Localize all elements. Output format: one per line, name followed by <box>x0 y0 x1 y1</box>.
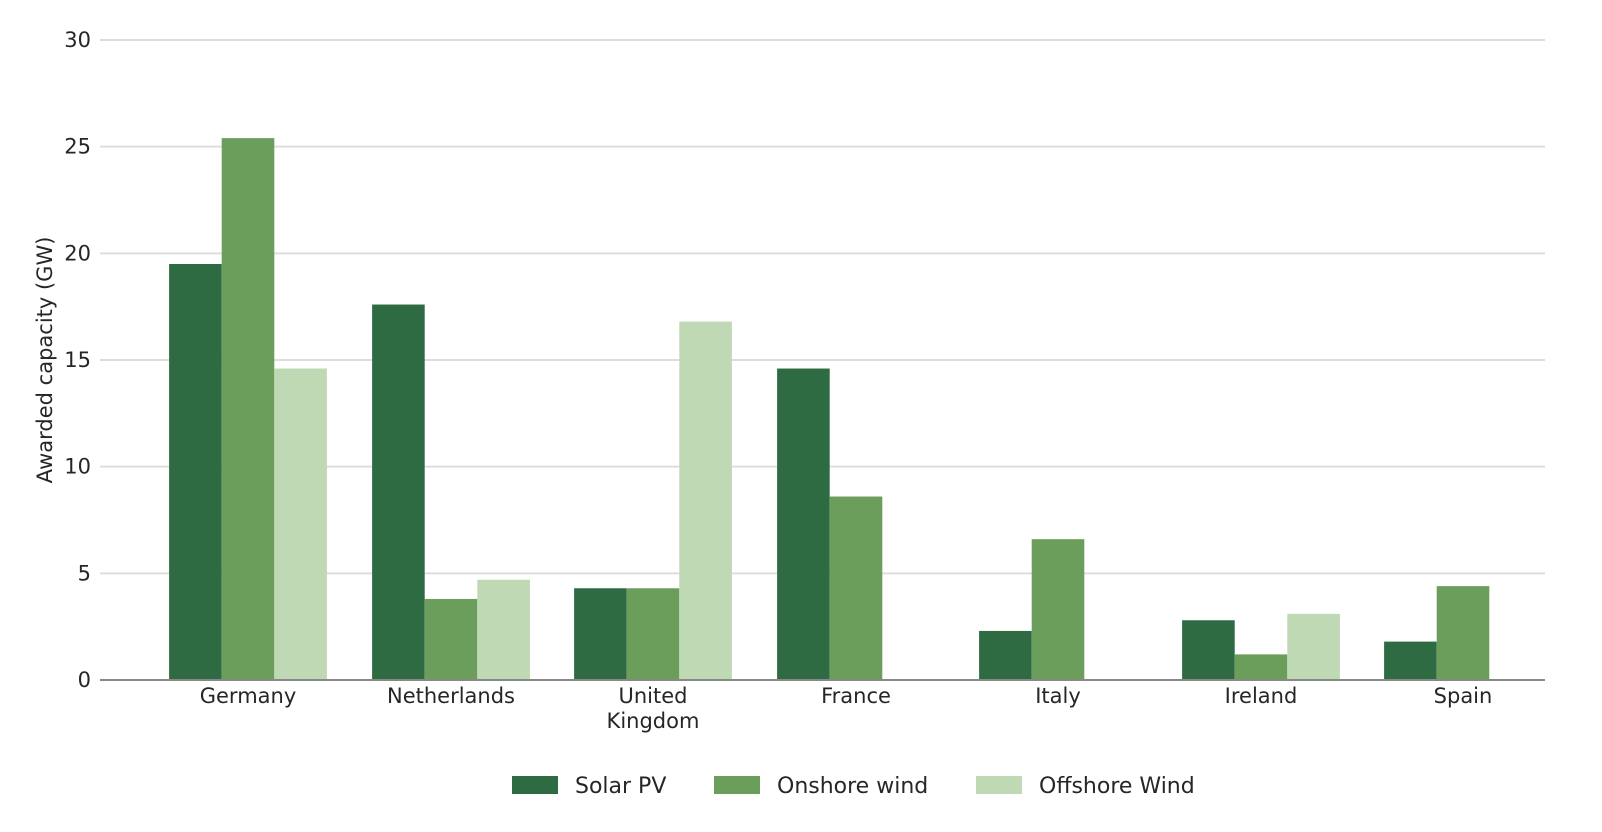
bar-solar-pv-france <box>777 368 830 680</box>
y-tick-label: 20 <box>64 241 91 265</box>
x-tick-labels: Germany Netherlands United Kingdom France Ita… <box>200 684 1493 733</box>
legend-swatch <box>714 776 760 794</box>
bar-offshore-wind-united-kingdom <box>679 321 732 680</box>
y-tick-label: 15 <box>64 348 91 372</box>
y-tick-label: 10 <box>64 455 91 479</box>
bar-offshore-wind-ireland <box>1287 613 1340 680</box>
legend-swatch <box>976 776 1022 794</box>
legend-label: Solar PV <box>575 774 666 799</box>
bar-solar-pv-ireland <box>1182 620 1235 680</box>
x-tick-label-line: Netherlands <box>387 684 515 708</box>
legend-item-offshore-wind: Offshore Wind <box>976 774 1195 799</box>
bar-offshore-wind-germany <box>274 368 327 680</box>
x-tick-label: France <box>821 684 891 708</box>
x-tick-label: Italy <box>1035 684 1081 708</box>
legend-label: Offshore Wind <box>1039 774 1195 799</box>
x-tick-label-line: Kingdom <box>607 709 700 733</box>
bars <box>169 138 1490 681</box>
bar-onshore-wind-ireland <box>1234 654 1288 680</box>
legend-swatch <box>512 776 558 794</box>
x-tick-label-line: Italy <box>1035 684 1081 708</box>
x-tick-label: Spain <box>1434 684 1493 708</box>
x-tick-label: Netherlands <box>387 684 515 708</box>
x-tick-label-line: France <box>821 684 891 708</box>
x-tick-label-line: Germany <box>200 684 297 708</box>
bar-solar-pv-italy <box>979 630 1032 680</box>
bar-solar-pv-united-kingdom <box>574 588 627 680</box>
x-tick-label: United Kingdom <box>607 684 700 733</box>
bar-onshore-wind-italy <box>1031 539 1085 680</box>
y-tick-label: 25 <box>64 135 91 159</box>
bar-offshore-wind-netherlands <box>477 579 530 680</box>
bar-onshore-wind-germany <box>221 138 275 681</box>
bar-onshore-wind-france <box>829 496 883 680</box>
x-tick-label-line: United <box>619 684 688 708</box>
x-tick-label-line: Spain <box>1434 684 1493 708</box>
bar-onshore-wind-spain <box>1436 586 1490 680</box>
gridlines <box>100 39 1545 575</box>
legend: Solar PV Onshore wind Offshore Wind <box>512 774 1195 799</box>
legend-item-onshore-wind: Onshore wind <box>714 774 928 799</box>
bar-onshore-wind-netherlands <box>424 598 478 680</box>
y-tick-labels: 0 5 10 15 20 25 30 <box>64 28 91 692</box>
y-tick-label: 0 <box>78 668 91 692</box>
y-tick-label: 5 <box>78 561 91 585</box>
bar-onshore-wind-united-kingdom <box>626 588 680 680</box>
legend-label: Onshore wind <box>777 774 928 799</box>
bar-solar-pv-netherlands <box>372 304 425 680</box>
y-tick-label: 30 <box>64 28 91 52</box>
x-tick-label: Ireland <box>1225 684 1298 708</box>
bar-solar-pv-germany <box>169 264 222 680</box>
y-axis-title: Awarded capacity (GW) <box>33 237 57 484</box>
x-tick-label: Germany <box>200 684 297 708</box>
x-tick-label-line: Ireland <box>1225 684 1298 708</box>
bar-solar-pv-spain <box>1384 641 1437 680</box>
legend-item-solar-pv: Solar PV <box>512 774 666 799</box>
